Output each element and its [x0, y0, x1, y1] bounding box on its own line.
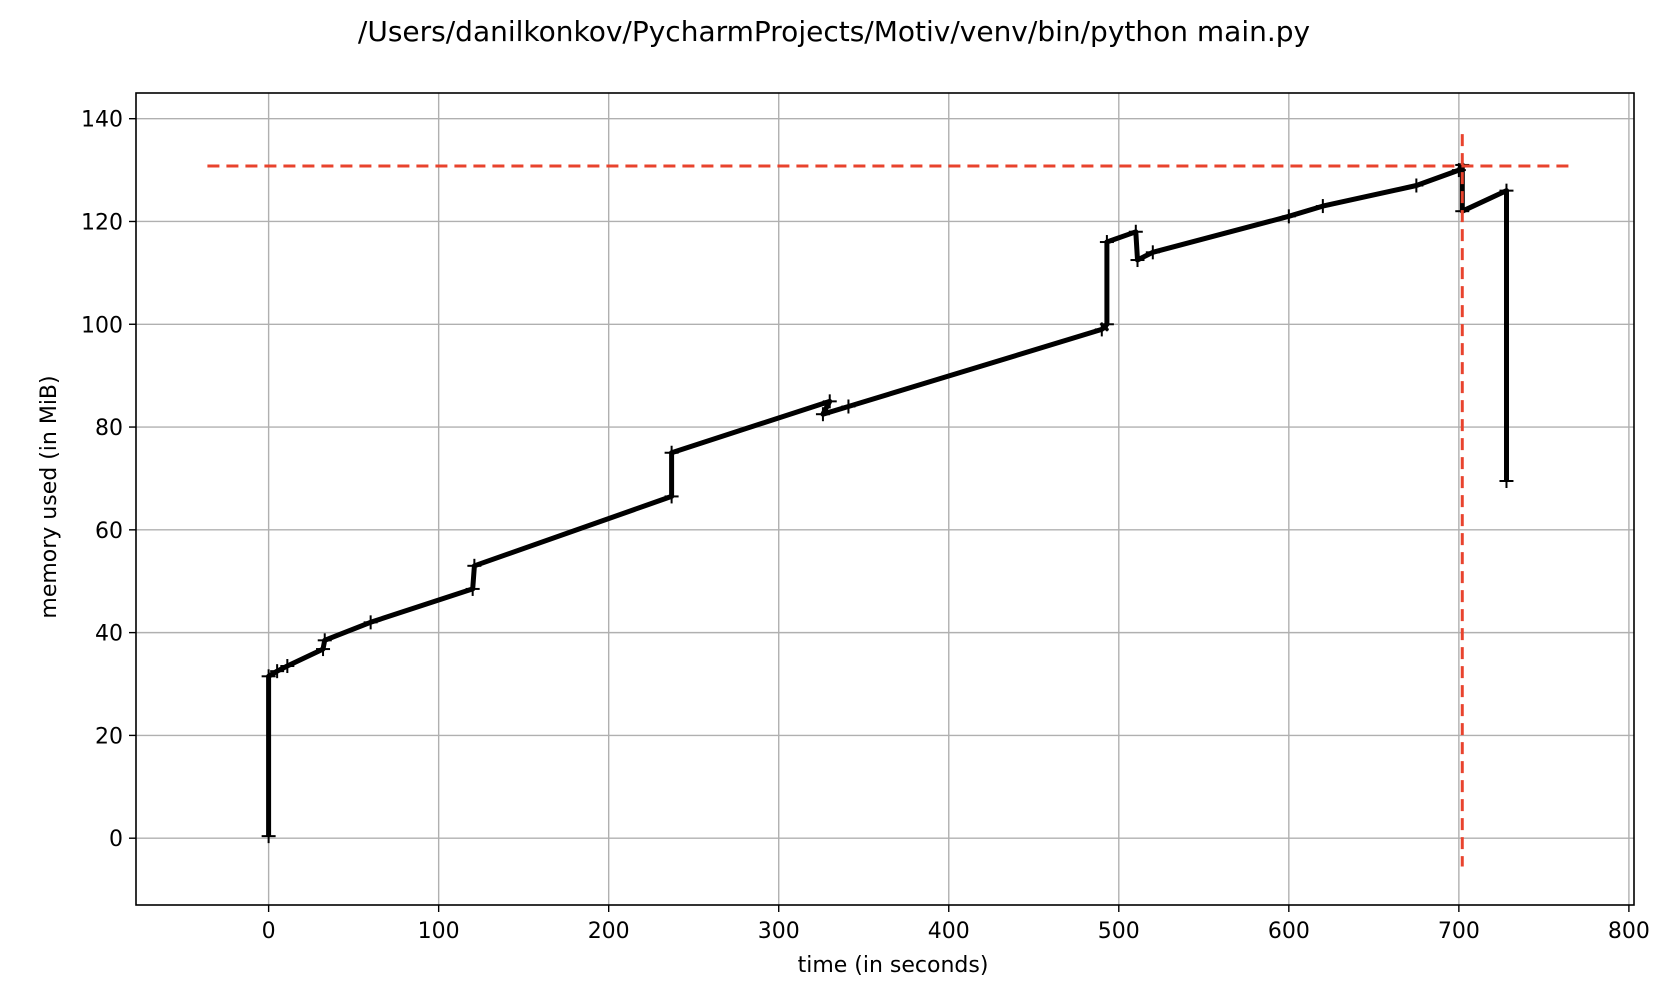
- data-point: [664, 489, 679, 504]
- data-point: [363, 615, 378, 630]
- y-tick-label: 80: [95, 416, 123, 441]
- axis-ticks: 0 100 200 300 400 500 600 700 800 0 20 40 60 80 100 120…: [81, 108, 1650, 944]
- data-point: [841, 399, 856, 414]
- x-tick-label: 0: [262, 919, 276, 944]
- x-tick-label: 700: [1438, 919, 1480, 944]
- data-point: [261, 669, 276, 684]
- data-point: [280, 659, 295, 674]
- data-point: [815, 407, 830, 422]
- data-point: [317, 633, 332, 648]
- data-point: [465, 581, 480, 596]
- data-point: [1130, 253, 1145, 268]
- data-point: [664, 445, 679, 460]
- plot-frame: [135, 92, 1635, 906]
- x-tick-label: 200: [588, 919, 630, 944]
- data-point: [261, 829, 276, 844]
- data-point: [1099, 317, 1114, 332]
- x-axis-label: time (in seconds): [798, 953, 989, 978]
- y-tick-label: 120: [81, 210, 123, 235]
- x-tick-label: 100: [418, 919, 460, 944]
- data-point: [316, 642, 331, 657]
- y-tick-label: 60: [95, 519, 123, 544]
- x-tick-label: 800: [1608, 919, 1650, 944]
- data-point: [1145, 245, 1160, 260]
- y-tick-label: 40: [95, 622, 123, 647]
- data-point: [1499, 474, 1514, 489]
- data-point: [822, 394, 837, 409]
- data-point: [270, 664, 285, 679]
- data-point: [1499, 183, 1514, 198]
- reference-lines: [207, 134, 1573, 867]
- chart-title: /Users/danilkonkov/PycharmProjects/Motiv…: [358, 15, 1310, 48]
- y-tick-label: 20: [95, 724, 123, 749]
- data-point: [1099, 235, 1114, 250]
- y-tick-label: 140: [81, 108, 123, 133]
- data-point: [1281, 209, 1296, 224]
- x-tick-label: 300: [758, 919, 800, 944]
- x-tick-label: 400: [928, 919, 970, 944]
- data-point: [1128, 224, 1143, 239]
- data-point: [1315, 199, 1330, 214]
- plot-series: [261, 157, 1514, 844]
- x-tick-label: 600: [1268, 919, 1310, 944]
- data-point: [467, 558, 482, 573]
- grid: [136, 93, 1634, 905]
- y-axis-label: memory used (in MiB): [37, 375, 62, 618]
- y-tick-label: 100: [81, 313, 123, 338]
- data-point: [1409, 178, 1424, 193]
- y-tick-label: 0: [109, 827, 123, 852]
- x-tick-label: 500: [1098, 919, 1140, 944]
